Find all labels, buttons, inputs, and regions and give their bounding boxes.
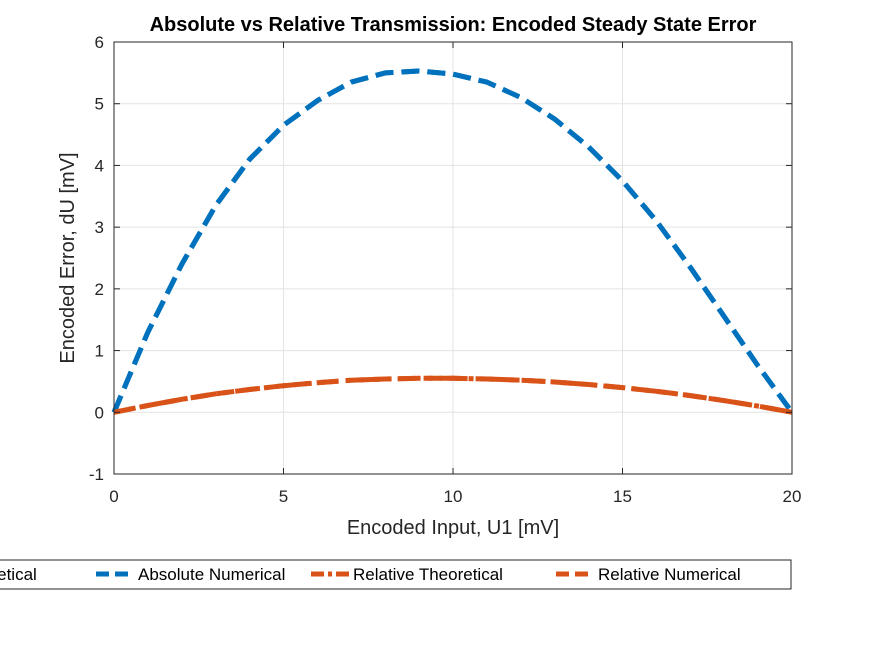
- x-tick-label: 0: [109, 487, 118, 506]
- x-tick-label: 20: [783, 487, 802, 506]
- y-tick-label: 0: [95, 403, 104, 422]
- x-axis-label: Encoded Input, U1 [mV]: [347, 517, 559, 539]
- y-axis-label: Encoded Error, dU [mV]: [57, 152, 79, 363]
- y-tick-label: 6: [95, 33, 104, 52]
- y-tick-label: 3: [95, 218, 104, 237]
- y-tick-label: -1: [89, 465, 104, 484]
- legend-label-absolute-theoretical: oretical: [0, 565, 37, 584]
- legend-label-relative-theoretical: Relative Theoretical: [353, 565, 503, 584]
- chart-title: Absolute vs Relative Transmission: Encod…: [150, 14, 757, 36]
- y-tick-label: 4: [95, 156, 104, 175]
- y-tick-label: 2: [95, 280, 104, 299]
- plot-area: [111, 41, 795, 475]
- y-tick-label: 5: [95, 95, 104, 114]
- series-line-relative-numerical: [113, 375, 793, 415]
- x-tick-label: 5: [279, 487, 288, 506]
- x-tick-label: 10: [444, 487, 463, 506]
- grid: [113, 41, 793, 475]
- legend-box: [0, 559, 792, 590]
- series-line-absolute-numerical: [111, 68, 795, 414]
- ticks: 0 5 10 15 20 -1 0 1 2 3 4 5 6: [89, 33, 802, 506]
- legend-label-absolute-numerical: Absolute Numerical: [138, 565, 285, 584]
- legend-label-relative-numerical: Relative Numerical: [598, 565, 741, 584]
- y-tick-label: 1: [95, 342, 104, 361]
- legend: oretical Absolute Numerical Relative Theor…: [0, 559, 792, 590]
- x-tick-label: 15: [613, 487, 632, 506]
- series-layer: [111, 68, 795, 415]
